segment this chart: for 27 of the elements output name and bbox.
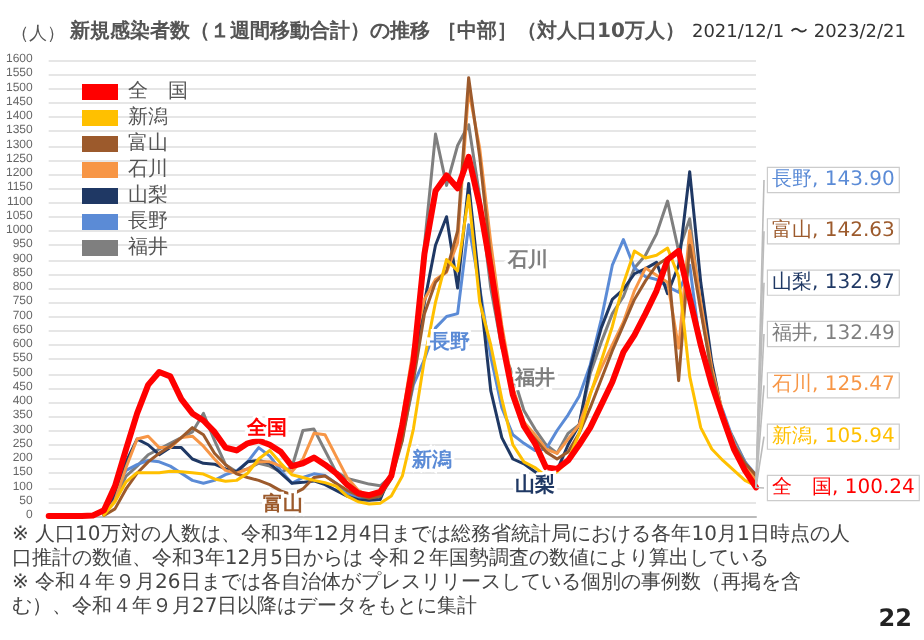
legend-label: 長野 (128, 211, 168, 233)
annotation: 山梨 (515, 473, 556, 498)
chart-title: 新規感染者数（１週間移動合計）の推移 ［中部］（対人口10万人） (68, 19, 685, 43)
text: 富山, 142.63 (772, 218, 895, 243)
annotation: 新潟 (410, 448, 453, 473)
legend-label: 福井 (128, 235, 168, 259)
text: 長野, 143.90 (772, 169, 895, 191)
text: 福井, 132.49 (772, 321, 895, 345)
text: 全 国, 100.24 (772, 475, 915, 499)
legend-label: 山梨 (128, 183, 168, 207)
y-axis-title: （人） (10, 23, 65, 45)
text: 22 (878, 604, 912, 632)
legend-label: 富山 (128, 131, 168, 155)
annotation: 石川 (506, 247, 549, 272)
annotation: 長野 (427, 329, 470, 354)
text: 石川, 125.47 (772, 372, 895, 397)
legend-label: 新潟 (128, 105, 168, 129)
text: 新潟, 105.94 (772, 423, 895, 448)
legend-label: 石川 (128, 157, 168, 181)
legend-label: 全 国 (128, 79, 188, 103)
text: ※ 人口10万対の人数は、令和3年12月4日までは総務省統計局における各年10月1日時点の人口推計の数値、令和3年12月5日からは 令和２年国勢調査の数値により算出している (12, 524, 852, 571)
annotation: 富山 (263, 491, 304, 516)
text: 2021/12/1 〜 2023/2/21 (691, 23, 906, 43)
annotation: 福井 (513, 366, 556, 391)
annotation: 全国 (244, 416, 287, 441)
text: 山梨, 132.97 (772, 269, 895, 294)
text: ※ 令和４年９月26日までは各自治体がプレスリリースしている個別の事例数（再掲を含む）、令和４年９月27日以降はデータをもとに集計 (12, 572, 803, 620)
